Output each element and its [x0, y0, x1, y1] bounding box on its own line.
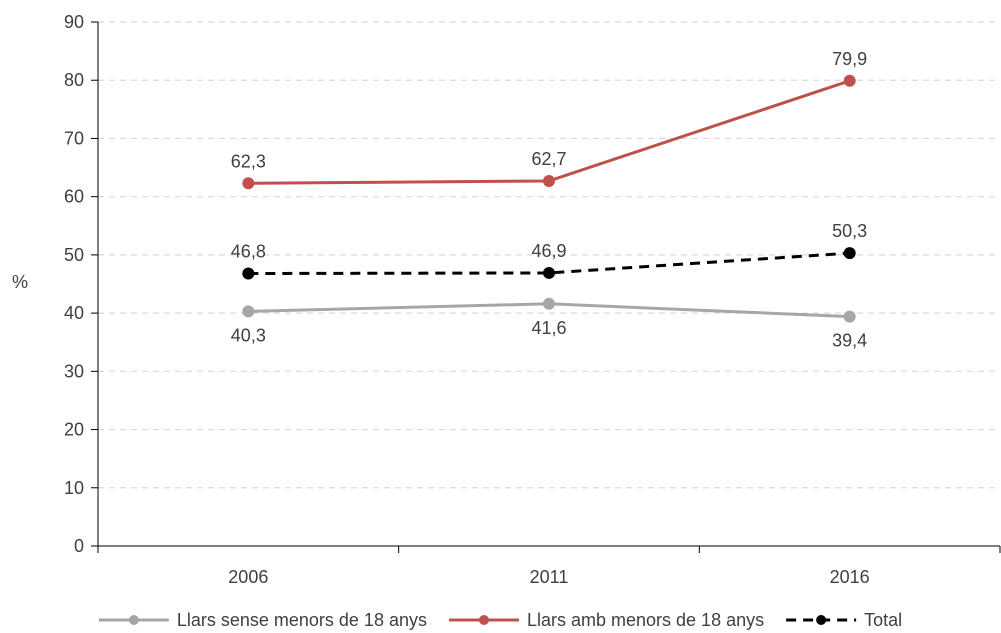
legend-swatch-marker — [478, 615, 489, 625]
x-tick-label: 2006 — [228, 567, 268, 587]
y-axis-title: % — [12, 272, 28, 292]
legend-label: Total — [864, 610, 902, 630]
data-label: 41,6 — [531, 318, 566, 338]
legend: Llars sense menors de 18 anys Llars amb m… — [98, 610, 902, 630]
legend-item-1: Llars sense menors de 18 anys — [98, 610, 427, 630]
data-point — [543, 266, 555, 279]
data-label: 62,7 — [531, 149, 566, 169]
y-tick-label: 60 — [64, 187, 84, 207]
y-tick-label: 80 — [64, 70, 84, 90]
y-tick-label: 50 — [64, 245, 84, 265]
data-label: 39,4 — [832, 331, 867, 351]
y-tick-label: 0 — [74, 536, 84, 556]
data-label: 62,3 — [231, 151, 266, 171]
x-tick-label: 2016 — [830, 567, 870, 587]
y-tick-label: 20 — [64, 420, 84, 440]
data-point — [843, 247, 856, 260]
data-label: 46,9 — [531, 241, 566, 261]
axes — [91, 21, 1001, 553]
legend-item-3: Total — [786, 610, 902, 630]
y-tick-label: 10 — [64, 478, 84, 498]
y-tick-label: 30 — [64, 361, 84, 381]
data-label: 79,9 — [832, 49, 867, 69]
y-tick-label: 40 — [64, 303, 84, 323]
series-line — [248, 251, 850, 276]
legend-label: Llars sense menors de 18 anys — [177, 610, 427, 630]
x-axis-tick-labels: 2006 2011 2016 — [228, 567, 869, 587]
series-group: 40,3 41,6 39,4 62,3 62,7 79,9 46,8 46,9 50,3 — [231, 49, 867, 351]
data-point — [543, 297, 555, 310]
legend-swatch-marker — [816, 615, 827, 625]
data-label: 50,3 — [832, 221, 867, 241]
y-axis-tick-labels: 0 10 20 30 40 50 60 70 80 90 — [64, 12, 84, 556]
legend-label: Llars amb menors de 18 anys — [527, 610, 764, 630]
series-1: 40,3 41,6 39,4 — [231, 297, 867, 351]
y-tick-label: 70 — [64, 128, 84, 148]
series-3: 46,8 46,9 50,3 — [231, 221, 867, 280]
data-point — [242, 177, 255, 190]
x-tick-label: 2011 — [530, 567, 569, 587]
y-tick-label: 90 — [64, 12, 84, 32]
series-2: 62,3 62,7 79,9 — [231, 49, 867, 190]
data-label: 46,8 — [231, 242, 266, 262]
data-point — [242, 267, 255, 280]
legend-item-2: Llars amb menors de 18 anys — [448, 610, 764, 630]
data-label: 40,3 — [231, 325, 266, 345]
legend-swatch-marker — [128, 615, 139, 625]
data-point — [242, 305, 255, 318]
data-point — [843, 310, 856, 323]
data-point — [843, 74, 856, 87]
data-point — [543, 174, 555, 187]
